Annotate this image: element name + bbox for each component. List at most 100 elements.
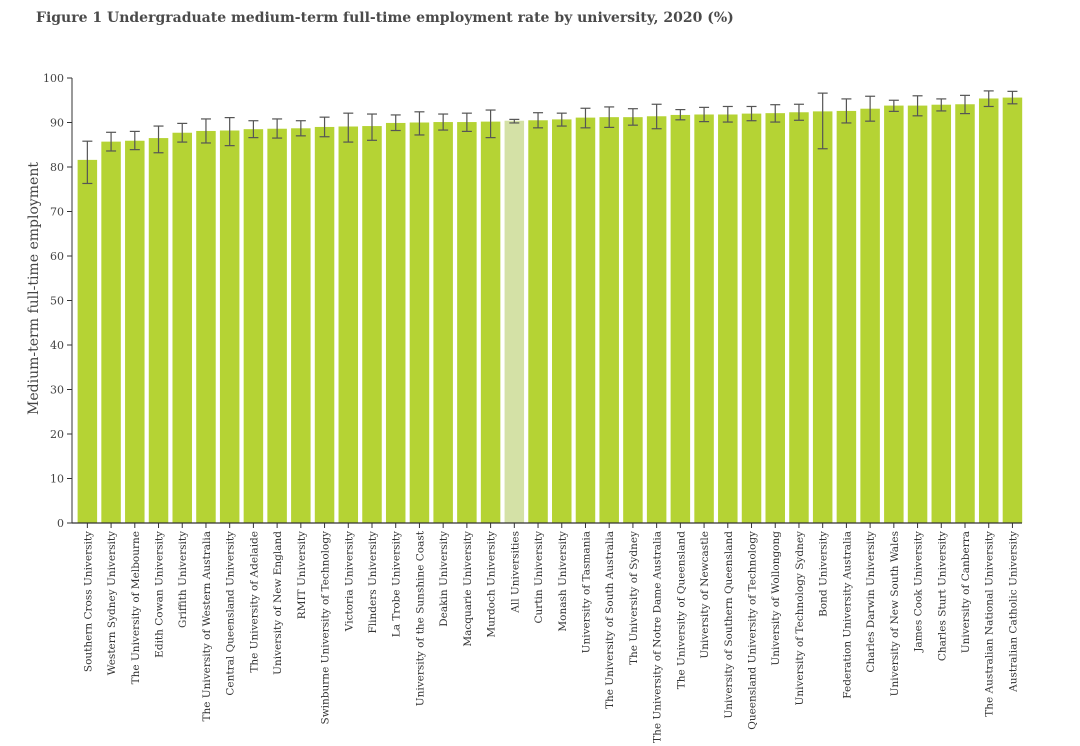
error-bar bbox=[770, 104, 781, 123]
x-tick-label: Edith Cowan University bbox=[154, 531, 166, 658]
y-tick-label: 60 bbox=[50, 250, 64, 263]
bar bbox=[314, 126, 335, 523]
bar bbox=[125, 140, 145, 523]
bar bbox=[741, 113, 762, 523]
x-tick-label: The Australian National University bbox=[984, 531, 996, 717]
y-tick-label: 30 bbox=[50, 384, 64, 397]
bar bbox=[860, 108, 880, 523]
x-tick-label: University of Tasmania bbox=[580, 531, 592, 653]
x-tick-label: The University of Notre Dame Australia bbox=[652, 531, 664, 743]
bar bbox=[765, 113, 785, 523]
error-bar bbox=[912, 95, 923, 117]
x-tick-label: University of Newcastle bbox=[699, 531, 711, 659]
x-tick-label: Flinders University bbox=[367, 531, 379, 634]
error-bar bbox=[699, 106, 710, 123]
x-tick-label: University of Southern Queensland bbox=[723, 531, 735, 719]
x-tick-label: Central Queensland University bbox=[225, 531, 237, 696]
x-tick-label: Monash University bbox=[557, 531, 569, 632]
y-tick-label: 70 bbox=[50, 206, 64, 219]
error-bar bbox=[983, 90, 994, 108]
bar bbox=[101, 141, 121, 523]
error-bar bbox=[153, 125, 164, 154]
x-tick-label: All Universities bbox=[509, 531, 521, 614]
bar bbox=[77, 159, 98, 523]
error-bar bbox=[390, 114, 401, 132]
error-bar bbox=[841, 98, 852, 124]
x-tick-label: The University of Western Australia bbox=[201, 531, 213, 722]
x-tick-label: University of New South Wales bbox=[889, 531, 901, 696]
error-bar bbox=[461, 112, 472, 132]
bar bbox=[480, 121, 501, 524]
error-bar bbox=[82, 140, 93, 185]
x-tick-label: Charles Sturt University bbox=[936, 531, 948, 661]
bar bbox=[148, 138, 169, 523]
error-bar bbox=[319, 116, 330, 138]
chart-title: Figure 1 Undergraduate medium-term full-… bbox=[36, 10, 734, 26]
error-bar bbox=[533, 112, 544, 129]
bar bbox=[243, 129, 264, 524]
x-tick-label: La Trobe University bbox=[391, 531, 403, 637]
error-bar bbox=[793, 103, 804, 121]
x-tick-label: University of Technology Sydney bbox=[794, 531, 806, 706]
bar bbox=[433, 122, 453, 524]
error-bar bbox=[129, 130, 140, 151]
bar bbox=[575, 117, 596, 523]
y-tick-label: 90 bbox=[50, 117, 64, 130]
x-tick-label: Charles Darwin University bbox=[865, 531, 877, 673]
bar bbox=[457, 122, 477, 524]
bar bbox=[1002, 97, 1023, 523]
y-tick-label: 100 bbox=[43, 72, 64, 85]
x-tick-label: Swinburne University of Technology bbox=[320, 531, 332, 725]
y-tick-label: 80 bbox=[50, 161, 64, 174]
error-bar bbox=[485, 109, 496, 139]
x-tick-label: The University of South Australia bbox=[604, 531, 616, 709]
bar bbox=[812, 111, 833, 523]
bar bbox=[789, 112, 809, 523]
x-tick-label: Federation University Australia bbox=[841, 531, 853, 699]
bar bbox=[646, 116, 667, 524]
x-tick-label: Deakin University bbox=[438, 531, 450, 627]
error-bar bbox=[722, 105, 733, 123]
bar bbox=[172, 132, 192, 524]
bar bbox=[978, 98, 999, 523]
y-tick-label: 10 bbox=[50, 473, 64, 486]
error-bar bbox=[248, 120, 259, 139]
error-bar bbox=[960, 94, 970, 115]
error-bar bbox=[556, 112, 567, 127]
y-tick-label: 40 bbox=[50, 339, 64, 352]
error-bar bbox=[106, 131, 117, 152]
x-tick-label: University of Canberra bbox=[960, 531, 972, 653]
x-tick-label: The University of Adelaide bbox=[248, 531, 260, 673]
x-tick-label: Southern Cross University bbox=[82, 531, 94, 672]
error-bar bbox=[865, 95, 876, 122]
x-tick-label: Western Sydney University bbox=[106, 531, 118, 675]
error-bar bbox=[746, 105, 757, 122]
y-tick-label: 20 bbox=[50, 428, 64, 441]
bar bbox=[362, 126, 382, 523]
bar bbox=[694, 114, 714, 524]
x-tick-label: Queensland University of Technology bbox=[747, 531, 759, 730]
error-bar bbox=[509, 118, 520, 124]
bar bbox=[219, 130, 240, 523]
bar bbox=[670, 114, 691, 523]
x-tick-label: Murdoch University bbox=[486, 531, 498, 638]
x-tick-label: Macquarie University bbox=[462, 531, 474, 647]
error-bar bbox=[367, 113, 377, 141]
bar bbox=[291, 128, 311, 523]
error-bar bbox=[272, 118, 283, 139]
bar bbox=[267, 128, 287, 524]
x-tick-label: Victoria University bbox=[343, 531, 355, 632]
error-bar bbox=[936, 98, 947, 112]
x-tick-label: Griffith University bbox=[177, 531, 189, 628]
error-bar bbox=[295, 120, 306, 137]
x-tick-label: The University of Melbourne bbox=[130, 531, 142, 684]
error-bar bbox=[888, 99, 899, 112]
bar bbox=[718, 114, 738, 524]
bar bbox=[385, 122, 406, 523]
x-tick-label: Bond University bbox=[818, 531, 830, 617]
error-bar bbox=[604, 106, 615, 128]
x-tick-label: RMIT University bbox=[296, 531, 308, 619]
x-tick-label: University of Wollongong bbox=[770, 531, 782, 666]
y-tick-label: 0 bbox=[57, 517, 64, 530]
